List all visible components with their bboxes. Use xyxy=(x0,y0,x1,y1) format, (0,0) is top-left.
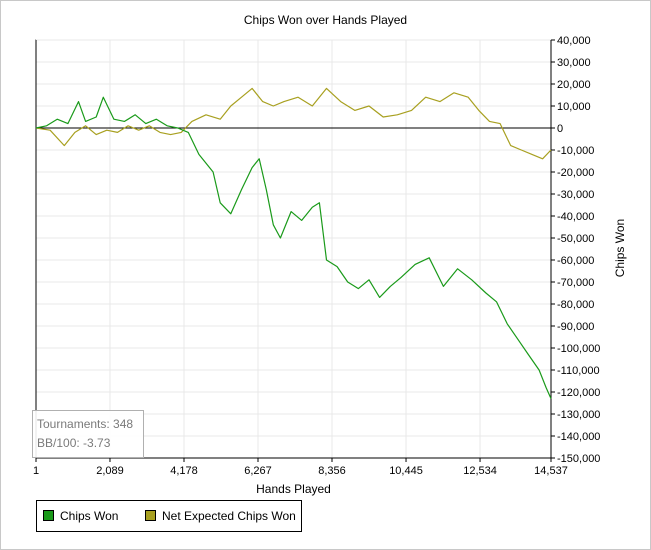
y-tick-label: -80,000 xyxy=(557,299,594,311)
y-tick-label: -110,000 xyxy=(557,365,600,377)
x-axis-label: Hands Played xyxy=(256,482,331,496)
y-tick-label: -130,000 xyxy=(557,409,600,421)
stats-box: Tournaments: 348 BB/100: -3.73 xyxy=(32,410,144,458)
y-tick-label: 10,000 xyxy=(557,101,591,113)
legend-label-net-expected: Net Expected Chips Won xyxy=(162,509,296,523)
y-tick-label: -100,000 xyxy=(557,343,600,355)
legend-item-chips-won: Chips Won xyxy=(43,509,118,523)
bb100-stat: BB/100: -3.73 xyxy=(37,436,111,450)
x-tick-label: 14,537 xyxy=(534,465,568,477)
legend: Chips Won Net Expected Chips Won xyxy=(36,500,302,532)
y-tick-label: -10,000 xyxy=(557,145,594,157)
y-tick-label: -60,000 xyxy=(557,255,594,267)
legend-swatch-net-expected xyxy=(145,510,156,521)
series-line-net-expected-chips-won xyxy=(35,87,552,160)
y-tick-label: -150,000 xyxy=(557,453,600,465)
y-tick-label: 0 xyxy=(557,123,563,135)
x-tick-label: 8,356 xyxy=(318,465,346,477)
x-tick-label: 10,445 xyxy=(389,465,423,477)
x-tick-label: 2,089 xyxy=(96,465,124,477)
y-tick-label: -90,000 xyxy=(557,321,594,333)
legend-swatch-chips-won xyxy=(43,510,54,521)
y-tick-label: 30,000 xyxy=(557,57,591,69)
x-tick-label: 6,267 xyxy=(244,465,272,477)
plot-area xyxy=(35,39,552,459)
y-tick-label: -20,000 xyxy=(557,167,594,179)
y-tick-label: 20,000 xyxy=(557,79,591,91)
x-tick-label: 12,534 xyxy=(463,465,497,477)
y-tick-label: -140,000 xyxy=(557,431,600,443)
y-tick-label: -40,000 xyxy=(557,211,594,223)
y-tick-label: -70,000 xyxy=(557,277,594,289)
x-tick-label: 4,178 xyxy=(170,465,198,477)
legend-label-chips-won: Chips Won xyxy=(60,509,119,523)
y-axis-label: Chips Won xyxy=(613,218,627,278)
y-tick-label: -30,000 xyxy=(557,189,594,201)
chart-title: Chips Won over Hands Played xyxy=(243,13,408,27)
series-line-chips-won xyxy=(35,96,552,399)
y-tick-label: -50,000 xyxy=(557,233,594,245)
x-tick-label: 1 xyxy=(33,465,39,477)
legend-item-net-expected: Net Expected Chips Won xyxy=(145,509,296,523)
tournaments-stat: Tournaments: 348 xyxy=(37,417,134,431)
y-tick-label: -120,000 xyxy=(557,387,600,399)
y-tick-label: 40,000 xyxy=(557,35,591,47)
